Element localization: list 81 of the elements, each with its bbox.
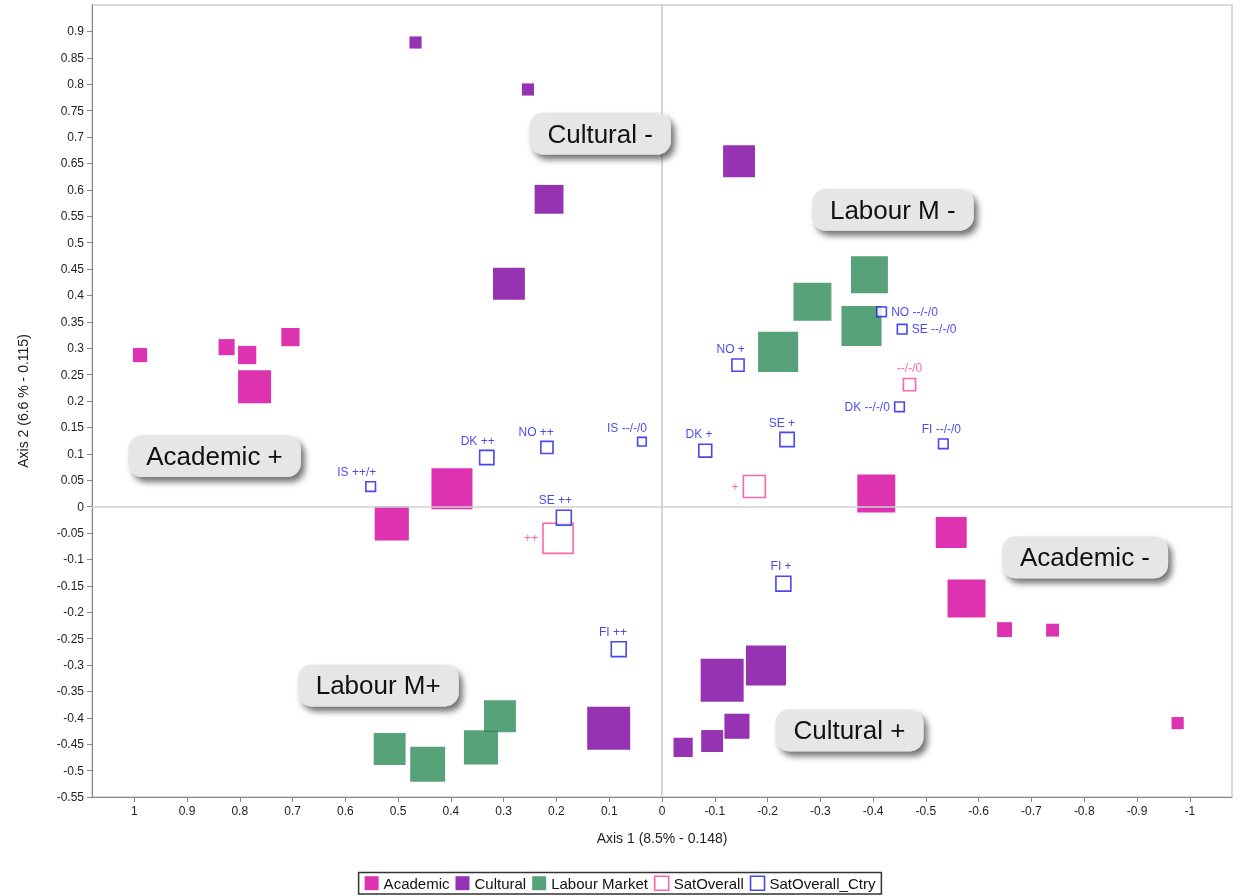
data-label: SE --/-/0 [911,322,957,337]
x-tick-label: 0.3 [495,804,513,818]
annotation: Labour M+ [315,670,441,701]
y-tick-label: 0.9 [67,24,85,39]
legend-label: SatOverall [673,874,744,892]
y-tick-label: 0.2 [67,394,85,408]
x-tick-label: -0.7 [1021,804,1043,818]
x-tick-label: -1 [1184,804,1196,818]
data-label: --/-/0 [896,360,923,375]
y-tick-label: -0.1 [63,552,85,567]
y-tick-label: -0.2 [63,605,85,620]
y-tick-label: -0.25 [56,631,85,646]
y-tick-label: 0.15 [60,420,85,435]
y-tick-label: 0.6 [67,182,85,197]
y-tick-label: 0.7 [67,130,85,144]
y-tick-label: 0.45 [60,262,85,276]
legend-label: Labour Market [551,874,649,892]
x-tick-label: 0.7 [284,804,302,818]
x-tick-label: -0.9 [1126,804,1148,818]
y-axis-title: Axis 2 (6.6 % - 0.115) [15,334,31,468]
x-axis-title: Axis 1 (8.5% - 0.148) [596,830,728,846]
y-tick-label: 0.3 [67,341,85,356]
annotation: Academic - [1019,542,1151,573]
y-tick-label: -0.15 [56,578,85,593]
annotation: Cultural - [547,118,653,149]
y-tick-label: -0.05 [56,526,85,540]
x-tick-label: 0.6 [336,804,354,818]
y-tick-label: 0.8 [67,77,85,92]
y-tick-label: 0.25 [60,367,85,382]
data-label: SE + [768,415,796,430]
x-tick-label: -0.5 [915,804,937,818]
x-tick-label: -0.8 [1073,804,1095,818]
data-label: ++ [524,531,539,546]
x-tick-label: -0.4 [862,804,884,818]
y-tick-label: 0.1 [67,446,85,461]
data-label: IS --/-/0 [607,420,648,435]
data-label: FI --/-/0 [921,422,962,437]
y-tick-label: -0.4 [63,710,85,725]
y-tick-label: 0.65 [60,156,85,171]
data-label: DK --/-/0 [844,399,891,414]
y-tick-label: 0 [77,499,85,514]
data-label: DK ++ [460,433,495,448]
y-tick-label: -0.55 [56,790,85,804]
y-tick-label: -0.5 [63,763,85,778]
y-tick-label: -0.35 [56,684,85,699]
data-label: NO ++ [518,424,554,439]
annotation: Labour M - [829,194,956,225]
y-tick-label: 0.85 [60,50,85,65]
y-tick-label: 0.35 [60,314,85,329]
data-label: SE ++ [538,493,573,508]
data-label: FI + [770,559,792,574]
x-tick-label: 0 [658,804,666,818]
data-label: DK + [685,427,713,442]
x-tick-label: 0.1 [600,804,618,818]
x-tick-label: 0.8 [231,804,249,818]
annotation: Academic + [146,441,283,472]
x-tick-label: -0.3 [809,804,831,818]
x-tick-label: 0.4 [442,804,460,818]
data-label: + [731,479,739,494]
annotation: Cultural + [793,715,906,746]
x-tick-label: 1 [130,804,138,818]
y-tick-label: 0.5 [67,235,85,250]
x-tick-label: 0.9 [178,804,196,818]
x-tick-label: 0.2 [548,804,566,818]
x-tick-label: -0.1 [704,804,726,818]
data-label: FI ++ [598,624,627,639]
data-label: IS ++/+ [337,464,377,479]
legend-label: SatOverall_Ctry [769,874,876,892]
y-tick-label: -0.3 [63,658,85,672]
y-tick-label: 0.55 [60,209,85,224]
y-tick-label: 0.05 [60,473,85,488]
x-tick-label: -0.2 [757,804,779,818]
y-tick-label: -0.45 [56,737,85,752]
data-label: NO + [716,342,745,357]
data-label: NO --/-/0 [891,304,939,319]
legend-label: Cultural [474,874,527,892]
y-tick-label: 0.75 [60,103,85,118]
x-tick-label: -0.6 [968,804,990,818]
y-tick-label: 0.4 [67,288,85,303]
legend-label: Academic [383,874,450,892]
x-tick-label: 0.5 [389,804,407,818]
